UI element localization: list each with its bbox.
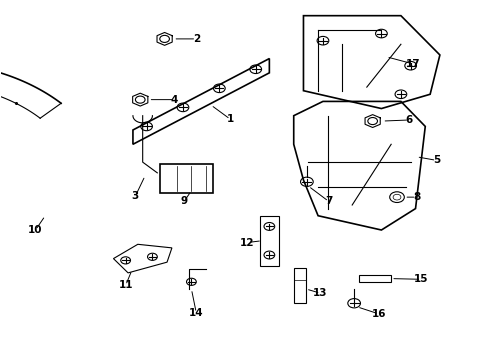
Text: 12: 12 (240, 238, 255, 248)
Text: 2: 2 (193, 34, 200, 44)
Text: 15: 15 (414, 274, 429, 284)
Text: 10: 10 (28, 225, 43, 235)
Bar (260, 216, 279, 266)
Text: 8: 8 (413, 192, 420, 202)
Text: 5: 5 (433, 156, 440, 165)
Text: 4: 4 (171, 95, 178, 105)
Text: 14: 14 (189, 308, 203, 318)
Text: 9: 9 (180, 197, 188, 206)
Bar (360, 275, 391, 282)
Text: 6: 6 (406, 115, 413, 125)
Text: 7: 7 (325, 197, 333, 206)
Text: 16: 16 (372, 309, 386, 319)
Text: 3: 3 (132, 191, 139, 201)
Text: 17: 17 (406, 59, 420, 69)
Text: 11: 11 (119, 280, 133, 291)
Bar (294, 267, 306, 303)
Text: 1: 1 (227, 114, 234, 124)
Text: 13: 13 (313, 288, 328, 298)
